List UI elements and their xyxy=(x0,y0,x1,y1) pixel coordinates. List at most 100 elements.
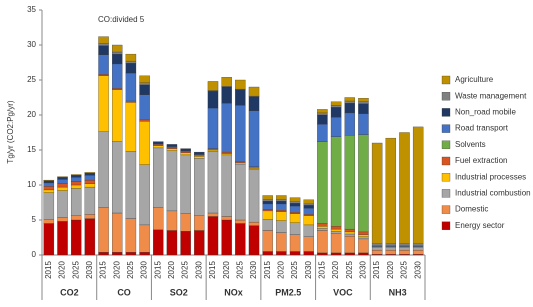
bar-segment xyxy=(358,113,369,135)
group-label: SO2 xyxy=(170,287,188,297)
legend-swatch xyxy=(441,205,451,214)
bar-segment xyxy=(221,102,232,153)
bar-segment xyxy=(221,86,232,104)
x-tick-label: 2015 xyxy=(44,261,53,279)
bar-segment xyxy=(207,149,219,152)
bar-segment xyxy=(235,79,246,90)
legend-swatch xyxy=(441,140,451,149)
bar-segment xyxy=(235,163,246,221)
group-label: VOC xyxy=(333,287,353,297)
y-tick-label: 10 xyxy=(27,180,36,189)
y-tick-label: 25 xyxy=(27,75,36,84)
bar-segment xyxy=(139,252,150,256)
bar-segment xyxy=(276,220,287,233)
bar-segment xyxy=(112,252,123,256)
legend-label: Agriculture xyxy=(455,75,494,84)
bar-segment xyxy=(317,226,328,229)
x-tick-label: 2020 xyxy=(58,261,67,279)
bar-segment xyxy=(166,230,178,256)
bar-segment xyxy=(317,114,328,125)
bar-segment xyxy=(317,141,328,224)
bar-segment xyxy=(43,219,55,224)
bar-segment xyxy=(139,224,150,253)
bar-segment xyxy=(276,200,287,205)
x-tick-label: 2015 xyxy=(99,261,108,279)
bar-segment xyxy=(385,249,397,255)
bar-segment xyxy=(412,243,424,247)
group-label: CO xyxy=(117,287,131,297)
bar-segment xyxy=(112,44,123,53)
y-axis-title: Tg/yr (CO2:Pg/yr) xyxy=(6,100,15,163)
bar-segment xyxy=(276,210,287,212)
x-tick-label: 2015 xyxy=(208,261,217,279)
bar-segment xyxy=(303,199,314,205)
x-tick-label: 2020 xyxy=(276,261,285,279)
legend-label: Solvents xyxy=(455,140,486,149)
bar-segment xyxy=(317,223,328,227)
bar-segment xyxy=(303,236,314,252)
bar-segment xyxy=(207,91,219,109)
bar-segment xyxy=(84,179,96,184)
bar-segment xyxy=(248,110,260,167)
bar-segment xyxy=(371,142,383,244)
group-label: NH3 xyxy=(389,287,407,297)
bar-segment xyxy=(112,53,123,65)
bar-segment xyxy=(330,226,342,230)
bar-segment xyxy=(139,121,150,165)
x-tick-label: 2020 xyxy=(386,261,395,279)
x-tick-label: 2030 xyxy=(304,261,313,279)
bar-segment xyxy=(221,151,232,154)
bar-segment xyxy=(262,219,273,231)
legend-swatch xyxy=(441,189,451,198)
bar-segment xyxy=(43,192,55,220)
y-tick-label: 30 xyxy=(27,40,36,49)
bar-segment xyxy=(303,203,314,206)
legend-swatch xyxy=(441,124,451,133)
bar-segment xyxy=(139,82,150,86)
bar-segment xyxy=(385,243,397,247)
bar-segment xyxy=(125,63,137,74)
bar-segment xyxy=(276,203,287,211)
bar-segment xyxy=(248,166,260,169)
legend-label: Waste management xyxy=(455,91,527,100)
bar-segment xyxy=(235,161,246,163)
y-tick-label: 5 xyxy=(32,215,37,224)
bar-segment xyxy=(262,230,273,252)
bar-segment xyxy=(303,205,314,209)
bar-segment xyxy=(166,210,178,231)
bar-segment xyxy=(43,180,55,184)
bar-segment xyxy=(153,207,164,230)
bar-segment xyxy=(194,154,205,157)
bar-segment xyxy=(317,109,328,114)
bar-segment xyxy=(303,251,314,256)
bar-segment xyxy=(248,169,260,223)
bar-segment xyxy=(317,230,328,254)
bar-segment xyxy=(207,81,219,91)
legend-label: Road transport xyxy=(455,124,509,133)
bar-segment xyxy=(399,249,410,255)
x-tick-label: 2025 xyxy=(181,261,190,279)
bar-segment xyxy=(139,84,150,95)
bar-segment xyxy=(84,214,96,219)
bar-segment xyxy=(180,148,191,151)
bar-segment xyxy=(235,105,246,162)
legend-label: Non_road mobile xyxy=(455,108,516,117)
bar-segment xyxy=(248,225,260,256)
bar-segment xyxy=(153,147,164,208)
bar-segment xyxy=(358,252,369,256)
bar-segment xyxy=(57,217,68,222)
x-tick-label: 2015 xyxy=(153,261,162,279)
bar-segment xyxy=(330,233,342,254)
x-tick-label: 2020 xyxy=(167,261,176,279)
bar-segment xyxy=(262,210,273,220)
bar-segment xyxy=(153,229,164,256)
bar-segment xyxy=(358,103,369,114)
bar-segment xyxy=(207,148,219,151)
bar-segment xyxy=(84,186,96,215)
bar-segment xyxy=(43,189,55,193)
bar-segment xyxy=(399,247,410,251)
bar-segment xyxy=(289,222,301,235)
bar-segment xyxy=(125,100,137,103)
legend-swatch xyxy=(441,92,451,101)
bar-segment xyxy=(125,72,137,102)
